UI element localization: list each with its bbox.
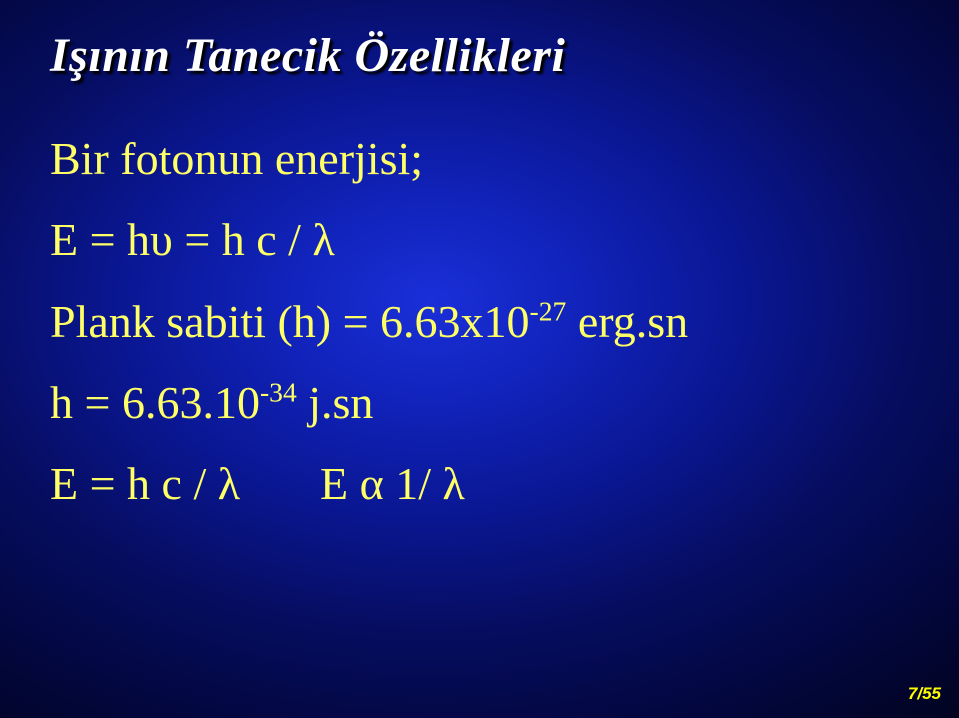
plank-constant-line: Plank sabiti (h) = 6.63x10-27 erg.sn [50, 286, 909, 357]
slide-content: Bir fotonun enerjisi; E = hυ = h c / λ P… [50, 123, 909, 519]
slide-title: Işının Tanecik Özellikleri [50, 28, 909, 83]
energy-equation: E = hυ = h c / λ [50, 204, 909, 275]
plank-prefix: Plank sabiti (h) = 6.63x10 [50, 296, 530, 347]
proportionality-line: E = h c / λ E α 1/ λ [50, 448, 909, 519]
plank-exponent: -27 [530, 295, 567, 326]
h-value-line: h = 6.63.10-34 j.sn [50, 367, 909, 438]
intro-text: Bir fotonun enerjisi; [50, 123, 909, 194]
plank-suffix: erg.sn [566, 296, 688, 347]
eq3-left: E = h c / λ [50, 458, 240, 509]
page-number: 7/55 [908, 684, 941, 704]
h-suffix: j.sn [297, 377, 374, 428]
h-exponent: -34 [260, 377, 297, 408]
slide: Işının Tanecik Özellikleri Bir fotonun e… [0, 0, 959, 718]
eq3-right: E α 1/ λ [320, 458, 465, 509]
h-prefix: h = 6.63.10 [50, 377, 260, 428]
